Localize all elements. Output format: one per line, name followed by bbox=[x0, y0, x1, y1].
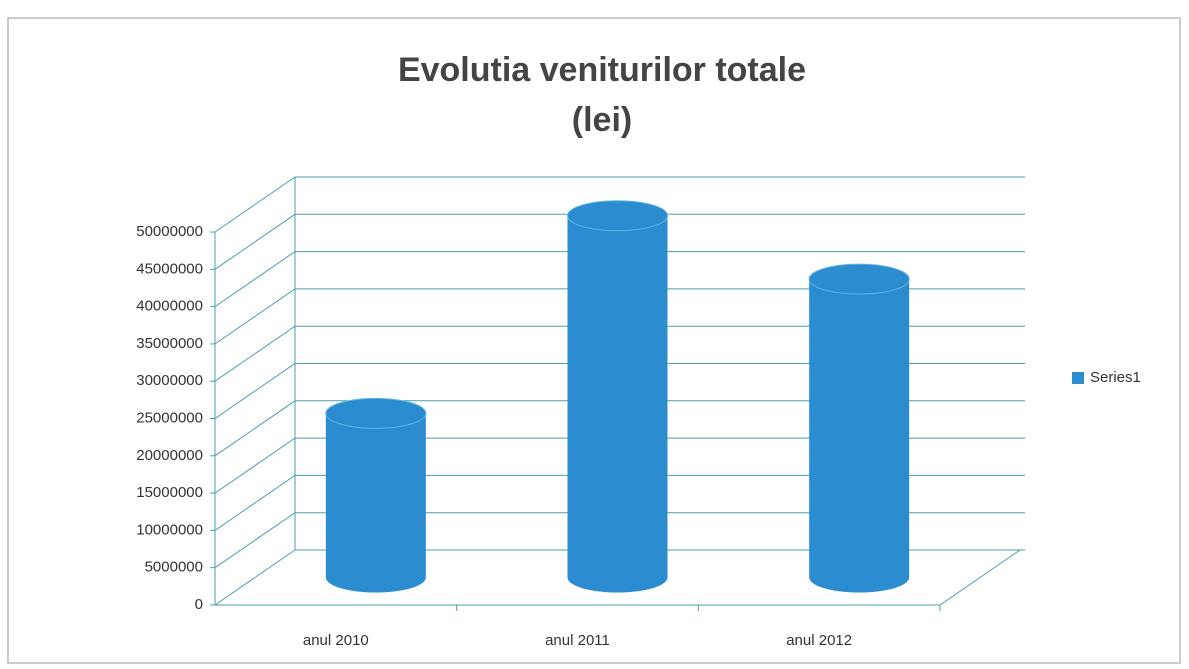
y-tick-label: 5000000 bbox=[145, 559, 203, 576]
y-tick-label: 0 bbox=[195, 596, 203, 613]
cylinder-top bbox=[325, 397, 427, 429]
cylinder-top bbox=[567, 200, 668, 232]
grid-line bbox=[214, 213, 1025, 270]
cylinder-body bbox=[567, 215, 668, 593]
y-tick-label: 45000000 bbox=[136, 260, 203, 277]
cylinder-body bbox=[809, 279, 910, 593]
grid-line bbox=[214, 363, 1025, 419]
x-tick-label: anul 2012 bbox=[786, 632, 852, 649]
cylinder-top bbox=[808, 263, 910, 295]
grid-line bbox=[214, 325, 1025, 382]
legend-label: Series1 bbox=[1090, 369, 1141, 386]
grid-line bbox=[214, 251, 1025, 308]
y-tick-label: 35000000 bbox=[136, 335, 203, 352]
legend-swatch bbox=[1072, 372, 1084, 384]
y-tick-label: 20000000 bbox=[136, 447, 203, 464]
grid-line bbox=[214, 288, 1025, 345]
chart-subtitle: (lei) bbox=[572, 101, 632, 139]
x-tick-label: anul 2011 bbox=[545, 632, 610, 649]
grid-line bbox=[214, 512, 1025, 569]
y-tick-label: 40000000 bbox=[136, 298, 203, 315]
grid-line bbox=[214, 400, 1025, 457]
grid-line bbox=[214, 437, 1025, 494]
bar bbox=[567, 200, 668, 593]
y-tick-label: 15000000 bbox=[136, 484, 203, 501]
x-tick-label: anul 2010 bbox=[303, 632, 369, 649]
y-tick-label: 30000000 bbox=[136, 372, 203, 389]
grid-line bbox=[214, 549, 1025, 606]
bar bbox=[808, 263, 910, 593]
bar bbox=[325, 397, 427, 593]
chart-title: Evolutia veniturilor totale bbox=[398, 51, 806, 89]
grid-line bbox=[214, 176, 1025, 233]
y-tick-label: 25000000 bbox=[136, 409, 203, 426]
cylinder-body bbox=[325, 413, 426, 593]
grid-line bbox=[214, 474, 1025, 531]
y-tick-label: 10000000 bbox=[136, 521, 203, 538]
y-tick-label: 50000000 bbox=[136, 223, 203, 240]
